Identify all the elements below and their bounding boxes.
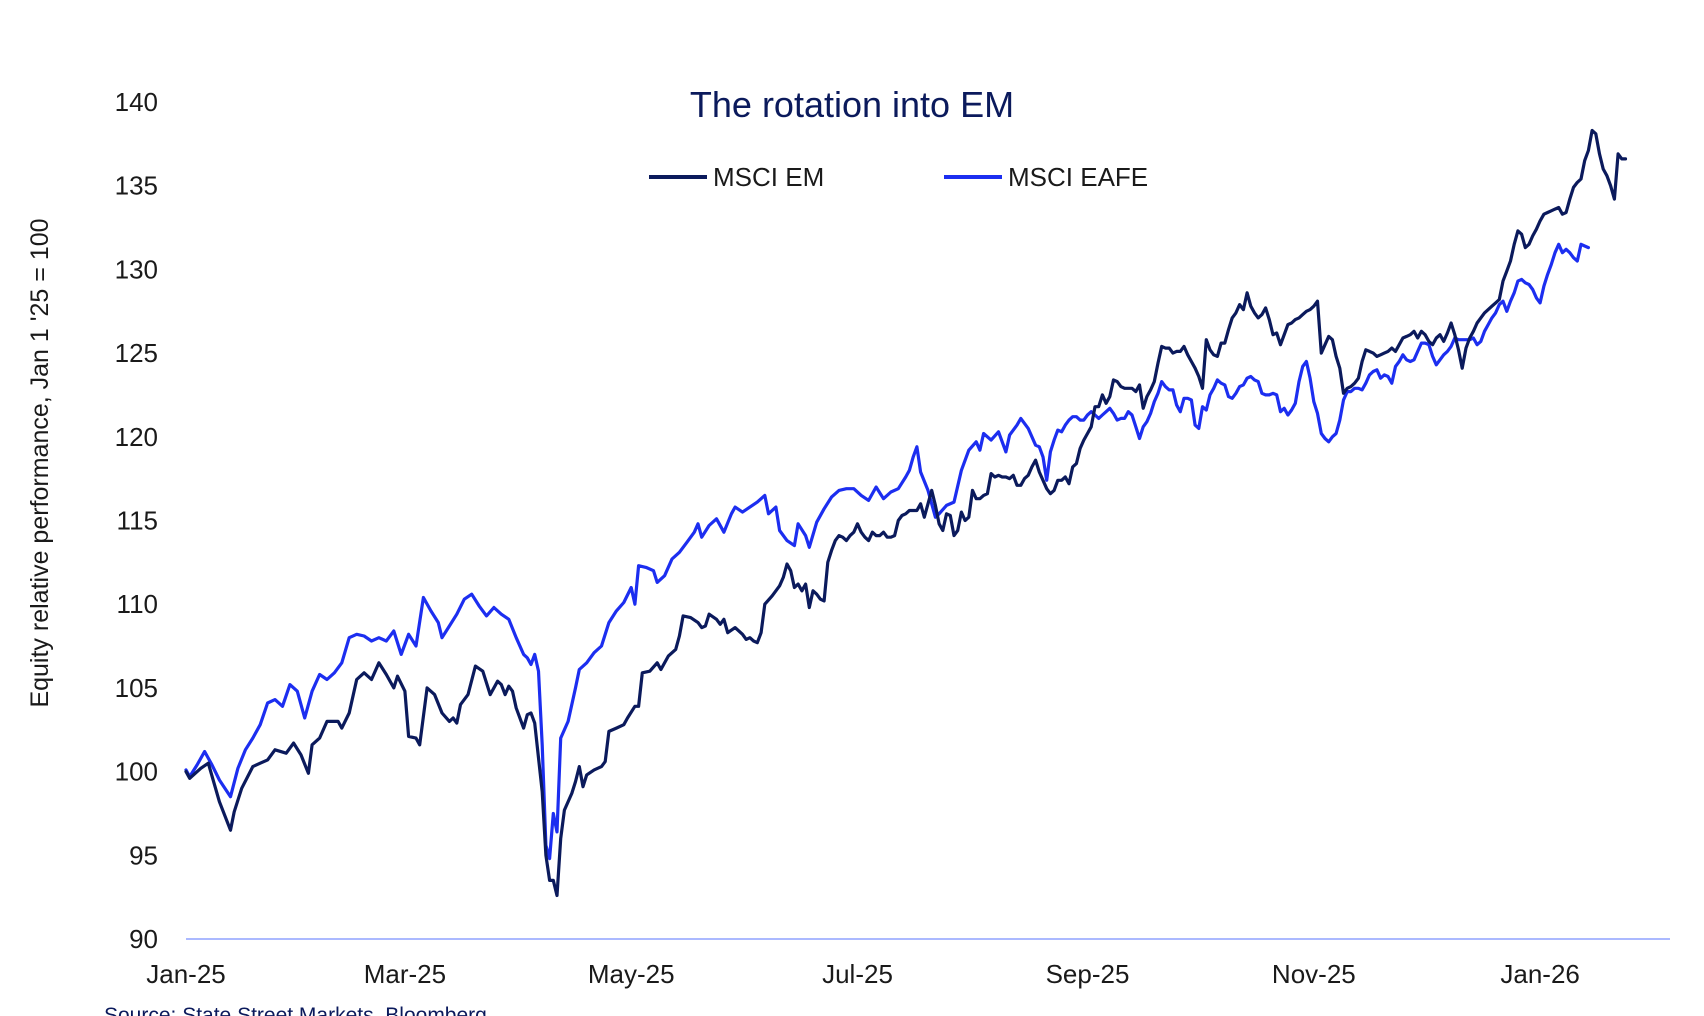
x-tick-label: Jan-25: [146, 959, 226, 989]
series-line-msci-eafe: [184, 242, 1591, 861]
x-tick-label: May-25: [588, 959, 675, 989]
x-tick-label: Jul-25: [822, 959, 893, 989]
y-tick-label: 115: [117, 506, 158, 536]
series-line-msci-em: [184, 128, 1628, 898]
plot-area: [184, 128, 1628, 898]
legend: MSCI EM MSCI EAFE: [649, 162, 1148, 192]
y-tick-label: 120: [115, 422, 158, 452]
chart-title: The rotation into EM: [690, 84, 1014, 125]
y-tick-label: 105: [115, 673, 158, 703]
y-tick-label: 95: [129, 840, 158, 870]
x-tick-label: Mar-25: [364, 959, 446, 989]
legend-label-msci-eafe: MSCI EAFE: [1008, 162, 1148, 192]
y-axis: 90 95 100 105 110 115 120 125 130 135 140: [115, 87, 158, 954]
y-tick-label: 110: [117, 589, 158, 619]
x-tick-label: Sep-25: [1046, 959, 1130, 989]
y-tick-label: 130: [115, 254, 158, 284]
x-tick-label: Jan-26: [1500, 959, 1580, 989]
y-tick-label: 90: [129, 924, 158, 954]
y-tick-label: 135: [115, 171, 158, 201]
source-note: Source: State Street Markets, Bloomberg: [104, 1004, 487, 1016]
y-tick-label: 125: [115, 338, 158, 368]
legend-label-msci-em: MSCI EM: [713, 162, 824, 192]
x-tick-label: Nov-25: [1272, 959, 1356, 989]
y-axis-label: Equity relative performance, Jan 1 '25 =…: [26, 218, 54, 707]
y-tick-label: 140: [115, 87, 158, 117]
x-axis: Jan-25 Mar-25 May-25 Jul-25 Sep-25 Nov-25 Jan-…: [146, 959, 1580, 989]
y-tick-label: 100: [115, 757, 158, 787]
